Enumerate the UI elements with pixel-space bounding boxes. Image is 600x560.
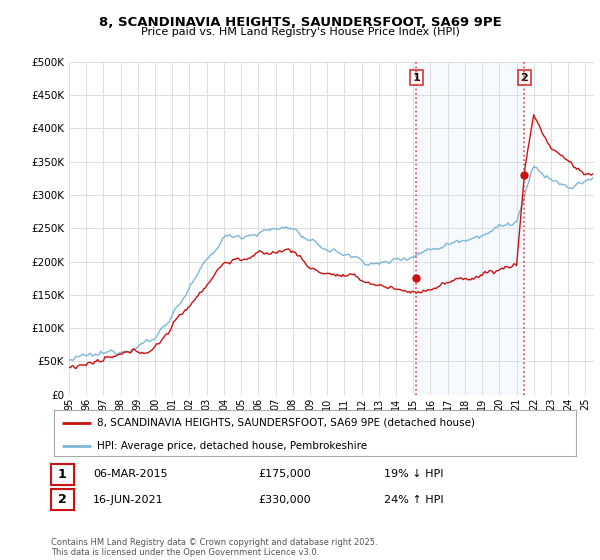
Text: Price paid vs. HM Land Registry's House Price Index (HPI): Price paid vs. HM Land Registry's House … <box>140 27 460 37</box>
Text: 06-MAR-2015: 06-MAR-2015 <box>93 469 167 479</box>
Text: £175,000: £175,000 <box>258 469 311 479</box>
Text: 16-JUN-2021: 16-JUN-2021 <box>93 494 164 505</box>
Text: 24% ↑ HPI: 24% ↑ HPI <box>384 494 443 505</box>
Text: 19% ↓ HPI: 19% ↓ HPI <box>384 469 443 479</box>
Text: HPI: Average price, detached house, Pembrokeshire: HPI: Average price, detached house, Pemb… <box>97 441 367 451</box>
Text: 2: 2 <box>58 493 67 506</box>
Text: Contains HM Land Registry data © Crown copyright and database right 2025.
This d: Contains HM Land Registry data © Crown c… <box>51 538 377 557</box>
Text: £330,000: £330,000 <box>258 494 311 505</box>
Text: 8, SCANDINAVIA HEIGHTS, SAUNDERSFOOT, SA69 9PE (detached house): 8, SCANDINAVIA HEIGHTS, SAUNDERSFOOT, SA… <box>97 418 475 428</box>
Text: 1: 1 <box>58 468 67 481</box>
Text: 1: 1 <box>412 73 420 82</box>
Text: 2: 2 <box>521 73 529 82</box>
Bar <box>416 62 524 395</box>
Text: 8, SCANDINAVIA HEIGHTS, SAUNDERSFOOT, SA69 9PE: 8, SCANDINAVIA HEIGHTS, SAUNDERSFOOT, SA… <box>98 16 502 29</box>
